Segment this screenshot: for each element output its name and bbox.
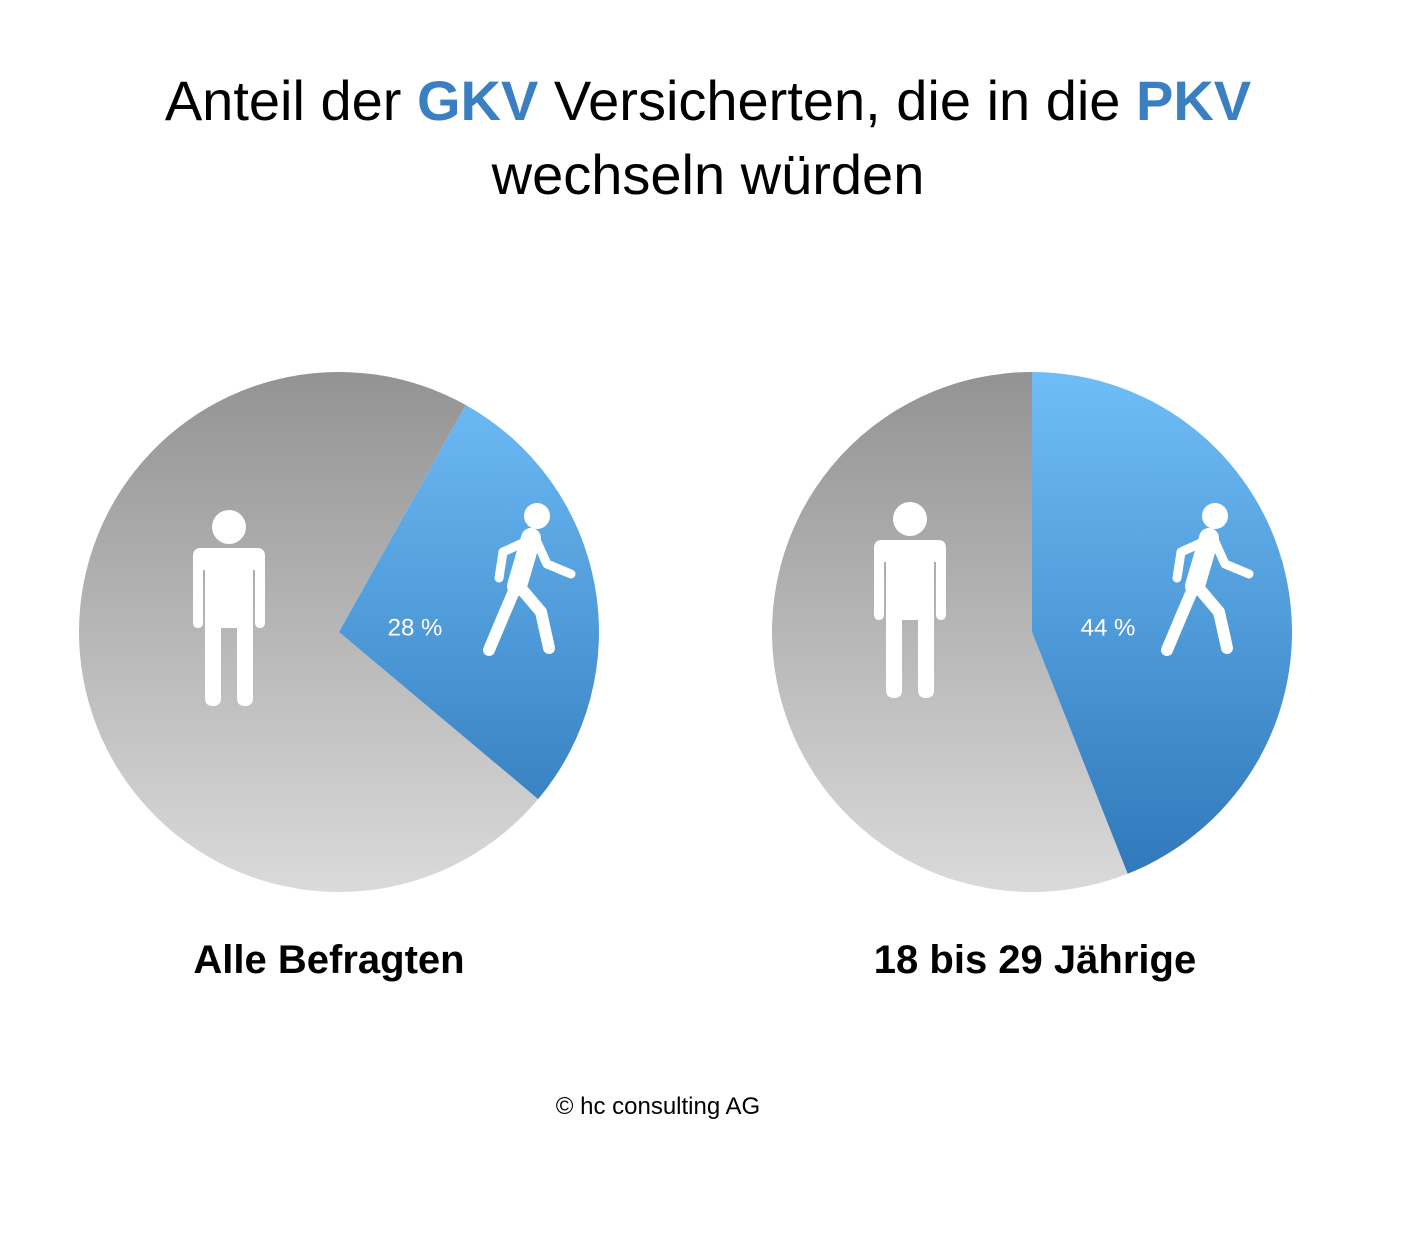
pie-slice-switchers bbox=[1032, 372, 1292, 874]
pie-label-18-bis-29: 18 bis 29 Jährige bbox=[873, 938, 1197, 982]
chart-title: Anteil der GKV Versicherten, die in die … bbox=[0, 64, 1416, 212]
pie-slice-remaining bbox=[771, 372, 1128, 892]
pie-18-bis-29: 44 % bbox=[771, 372, 1292, 892]
pie-value-label: 28 % bbox=[388, 614, 443, 641]
title-text-3: wechseln würden bbox=[491, 143, 925, 206]
title-text-2: Versicherten, die in die bbox=[538, 69, 1137, 132]
title-pkv: PKV bbox=[1136, 69, 1252, 132]
pie-alle-befragten: 28 % bbox=[78, 371, 599, 892]
pie-label-alle-befragten: Alle Befragten bbox=[193, 938, 465, 982]
title-text-1: Anteil der bbox=[164, 69, 417, 132]
pie-value-label: 44 % bbox=[1081, 614, 1136, 641]
title-gkv: GKV bbox=[416, 69, 539, 132]
pie-slice-remaining bbox=[78, 371, 539, 892]
copyright-text: © hc consulting AG bbox=[555, 1093, 761, 1120]
